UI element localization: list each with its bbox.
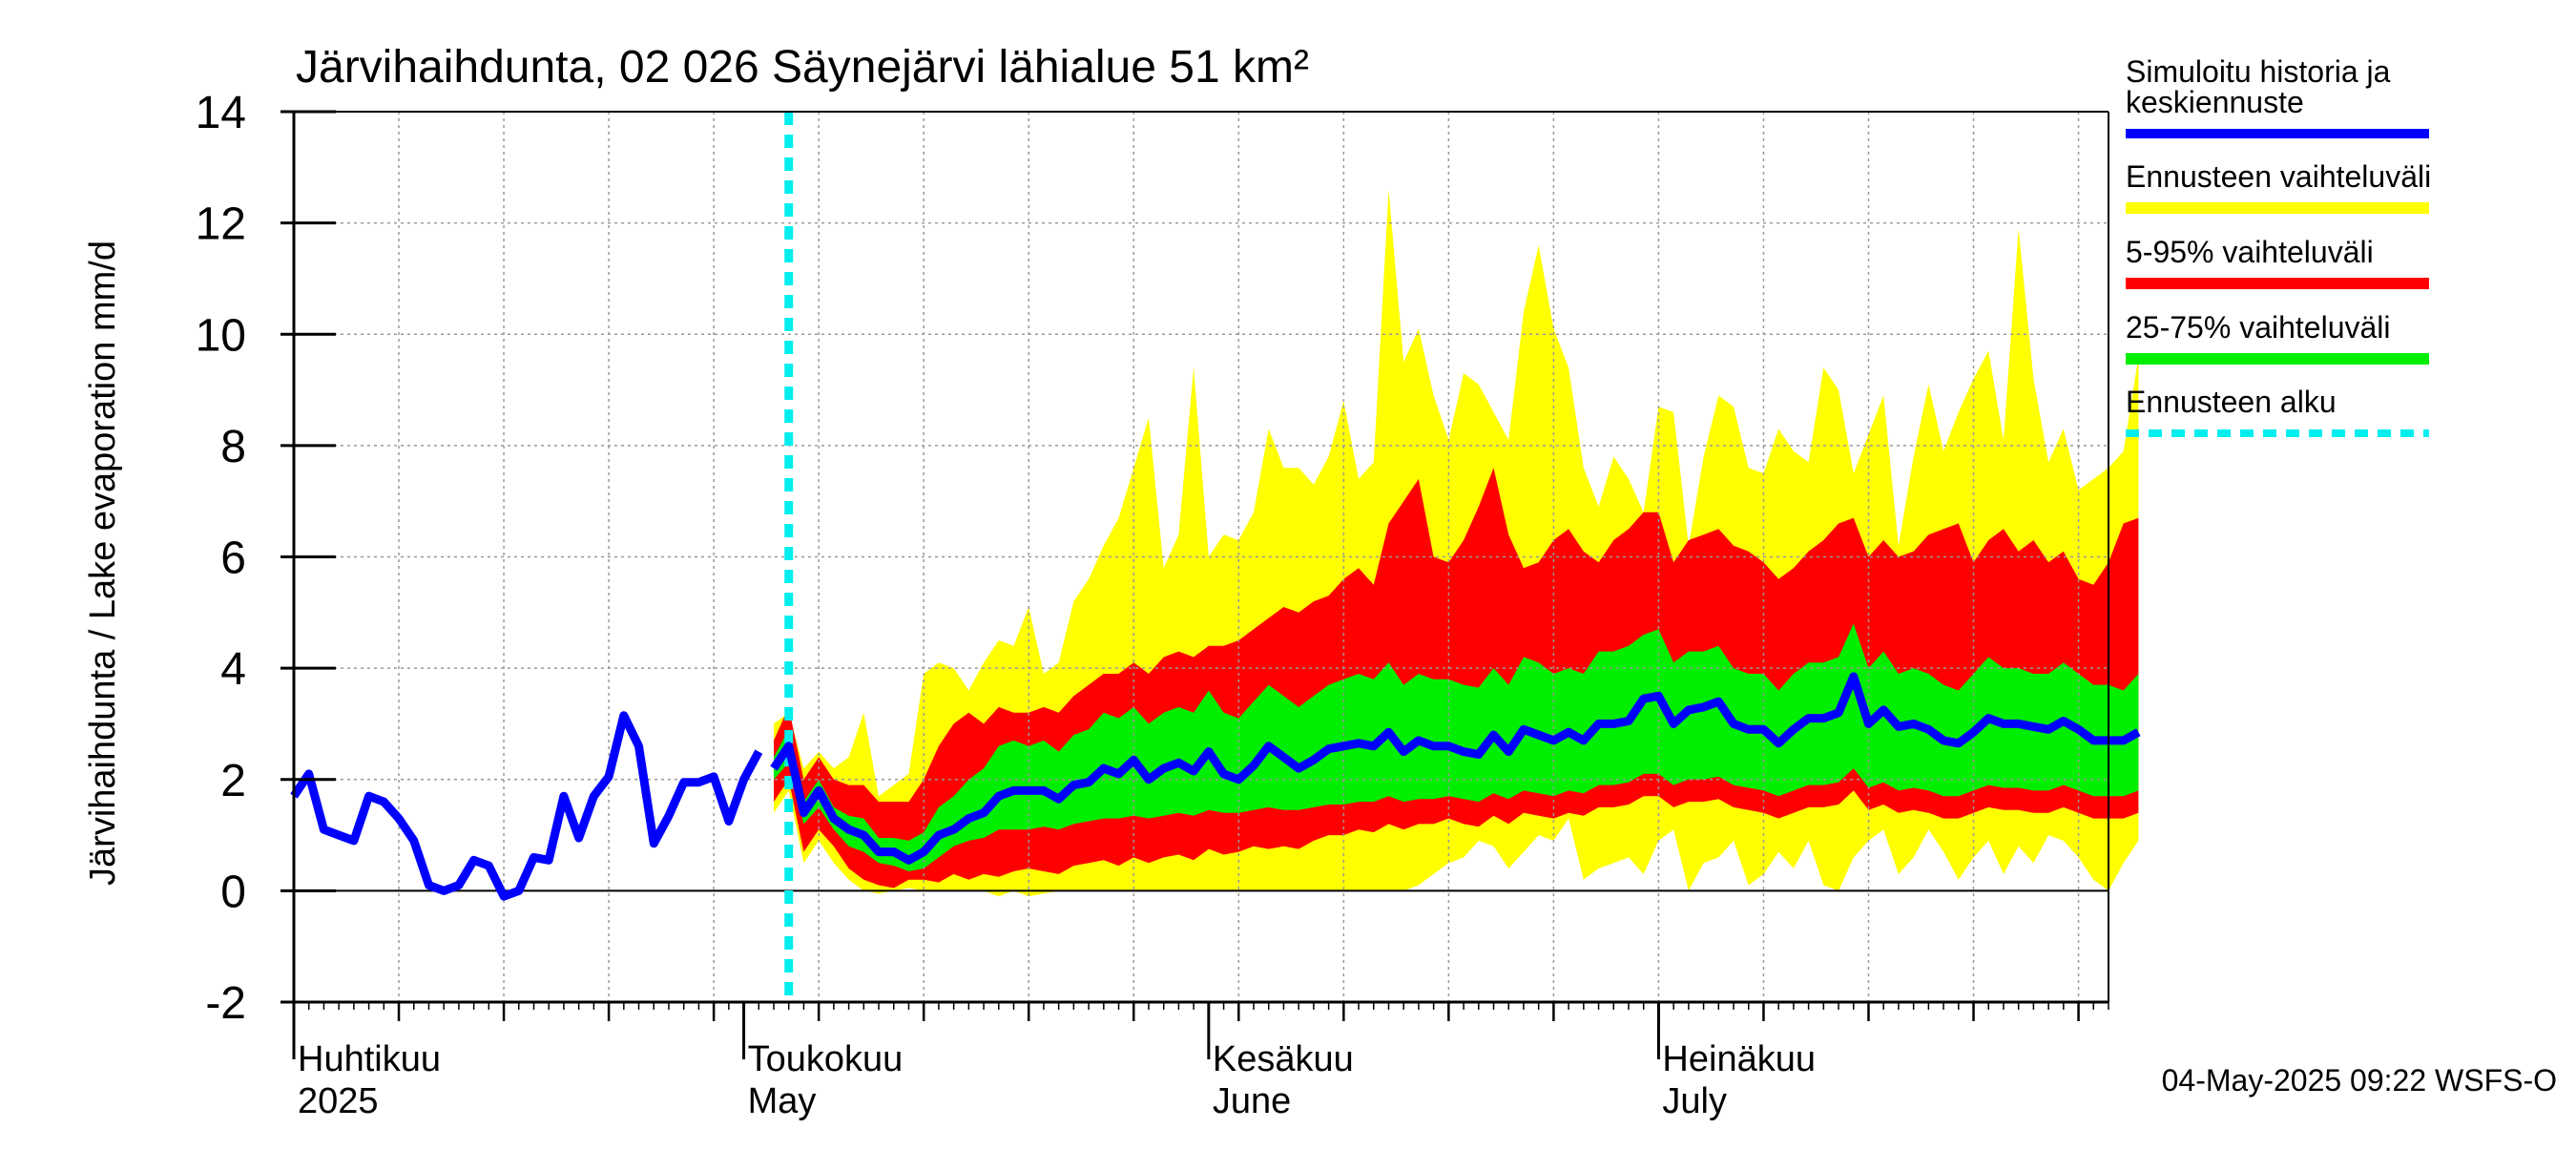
footer-timestamp: 04-May-2025 09:22 WSFS-O	[2162, 1063, 2557, 1098]
y-tick-label: 0	[220, 867, 246, 917]
series-lines	[290, 112, 2141, 1002]
chart-title: Järvihaihdunta, 02 026 Säynejärvi lähial…	[296, 42, 1309, 93]
y-tick-label: 8	[220, 422, 246, 472]
legend: Simuloitu historia ja keskiennuste Ennus…	[2126, 54, 2431, 437]
month-label-fi: Kesäkuu	[1213, 1039, 1354, 1079]
month-label-en: July	[1662, 1081, 1727, 1121]
legend-label-history-line1: Simuloitu historia ja	[2126, 54, 2391, 89]
y-tick-label: 14	[196, 88, 246, 138]
legend-label-forecast-start: Ennusteen alku	[2126, 385, 2337, 419]
history-line	[290, 711, 763, 901]
y-tick-label: 4	[220, 644, 246, 695]
median-forecast-line	[770, 672, 2141, 865]
y-tick-label: 10	[196, 310, 246, 361]
month-label-fi: Toukokuu	[748, 1039, 904, 1079]
y-axis-label: Järvihaihdunta / Lake evaporation mm/d	[83, 240, 123, 886]
y-tick-label: 2	[220, 756, 246, 806]
month-label-en: May	[748, 1081, 817, 1121]
month-label-fi: Heinäkuu	[1662, 1039, 1816, 1079]
y-tick-label: -2	[205, 978, 246, 1029]
legend-label-5-95: 5-95% vaihteluväli	[2126, 235, 2374, 269]
legend-label-range: Ennusteen vaihteluväli	[2126, 159, 2431, 194]
legend-label-history-line2: keskiennuste	[2126, 85, 2304, 119]
y-tick-label: 6	[220, 533, 246, 584]
y-tick-label: 12	[196, 199, 246, 250]
month-label-en: June	[1213, 1081, 1291, 1121]
month-label-fi: Huhtikuu	[298, 1039, 441, 1079]
month-label-en: 2025	[298, 1081, 379, 1121]
legend-label-25-75: 25-75% vaihteluväli	[2126, 310, 2391, 345]
